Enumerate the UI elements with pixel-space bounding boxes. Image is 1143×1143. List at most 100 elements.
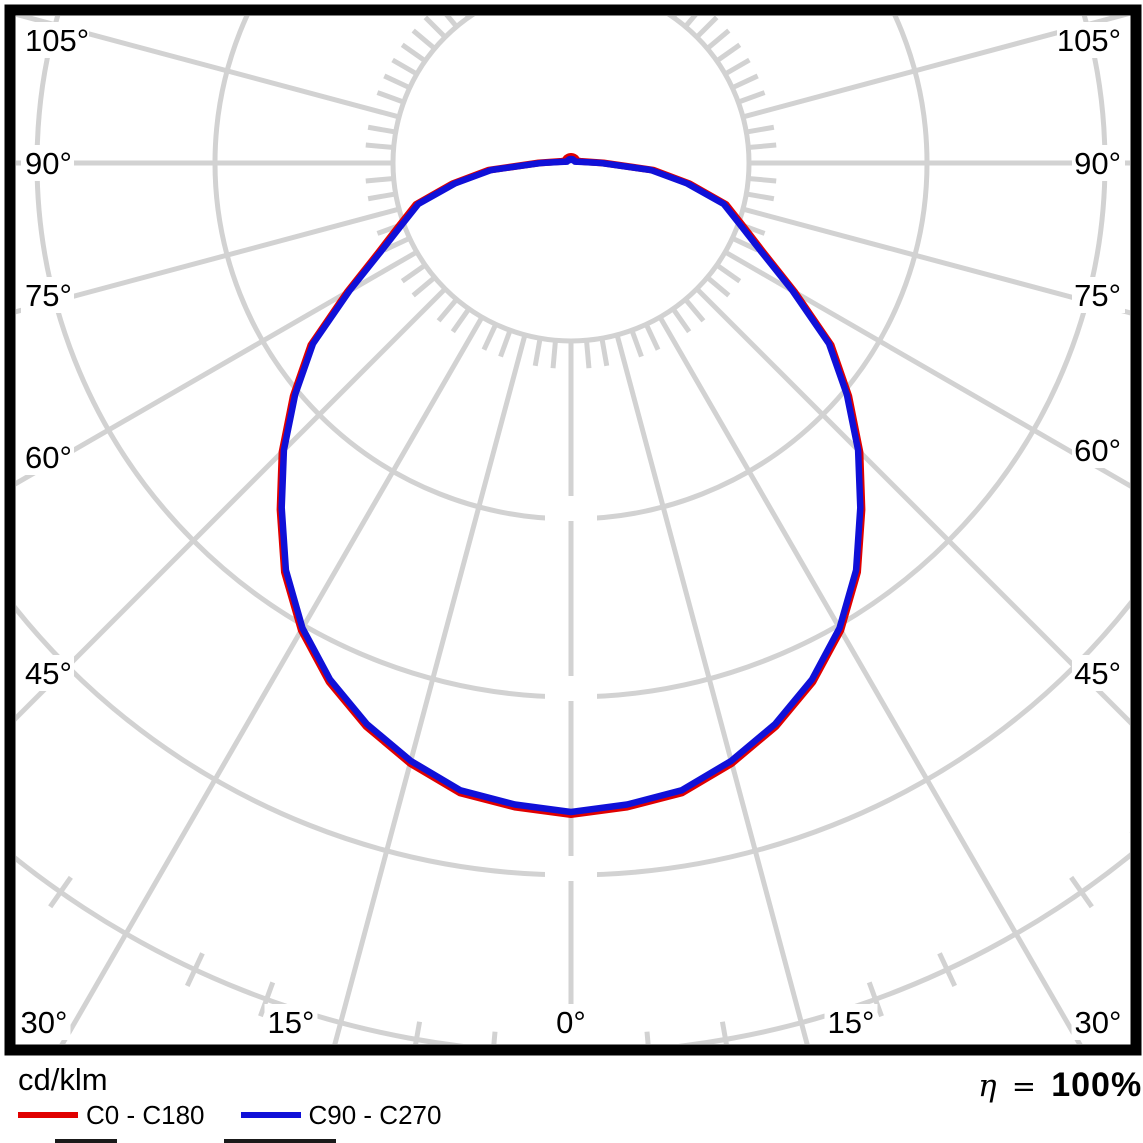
grid-spoke — [16, 16, 400, 120]
angle-tick — [367, 124, 397, 135]
label-backing — [1072, 277, 1125, 313]
angle-label: 105° — [1057, 23, 1121, 58]
angle-tick — [731, 235, 759, 253]
ring-axis-gap — [545, 866, 597, 884]
angle-tick — [715, 42, 742, 63]
angle-tick — [391, 57, 419, 77]
label-backing — [21, 145, 74, 181]
angle-tick — [491, 1031, 498, 1044]
angle-label: 60° — [1074, 433, 1121, 468]
label-backing — [21, 22, 89, 58]
label-backing — [1057, 22, 1125, 58]
angle-tick — [258, 981, 276, 1018]
grid-spoke — [723, 249, 1130, 489]
legend-label-c90-c270: C90 - C270 — [308, 1099, 442, 1130]
cutoff-text-fragment-right — [224, 1139, 336, 1143]
angle-tick — [400, 42, 427, 63]
angle-tick — [705, 28, 731, 51]
eta-equals: = — [1011, 1069, 1037, 1103]
angle-label: 90° — [25, 146, 72, 181]
angle-tick — [532, 337, 543, 367]
angle-tick — [184, 952, 205, 987]
cutoff-text-fragment-left — [55, 1139, 117, 1143]
angle-tick — [365, 176, 394, 184]
grid-spoke — [614, 334, 810, 1044]
angle-tick — [584, 340, 592, 369]
angle-tick — [646, 0, 658, 2]
angle-tick — [413, 1021, 423, 1044]
angle-tick — [644, 1031, 651, 1044]
angle-label: 45° — [25, 656, 72, 691]
angle-label: 75° — [25, 278, 72, 313]
angle-label: 90° — [1074, 146, 1121, 181]
angle-tick — [383, 73, 411, 91]
label-backing — [21, 439, 74, 475]
label-backing — [1072, 655, 1125, 691]
label-backing — [17, 1004, 71, 1040]
label-backing — [21, 277, 74, 313]
eta-value: 100% — [1051, 1066, 1143, 1104]
grid-spoke — [59, 315, 485, 1044]
label-backing — [824, 1004, 878, 1040]
angle-tick — [450, 307, 471, 334]
angle-tick — [48, 875, 73, 909]
angle-tick — [695, 16, 719, 39]
angle-label: 30° — [1075, 1005, 1122, 1040]
legend-swatch-c0-c180 — [18, 1112, 78, 1118]
angle-tick — [715, 263, 742, 284]
legend-label-c0-c180: C0 - C180 — [86, 1099, 205, 1130]
grid-spoke — [332, 334, 528, 1044]
angle-label: 0° — [556, 1005, 586, 1040]
grid-ring — [390, 16, 752, 344]
angle-tick — [1069, 875, 1094, 909]
angle-tick — [723, 57, 751, 77]
angle-tick — [629, 329, 644, 358]
label-backing — [21, 655, 74, 691]
ring-axis-gap — [545, 688, 597, 706]
angle-tick — [748, 142, 777, 150]
angle-tick — [737, 90, 766, 105]
angle-tick — [365, 142, 394, 150]
angle-tick — [498, 329, 513, 358]
angle-tick — [400, 263, 427, 284]
angle-tick — [367, 191, 397, 202]
legend-swatch-c90-c270 — [240, 1112, 301, 1118]
angle-tick — [745, 191, 775, 202]
angle-label: 105° — [25, 23, 89, 58]
unit-label: cd/klm — [18, 1062, 108, 1097]
angle-label: 30° — [21, 1005, 68, 1040]
grid-spoke — [16, 249, 419, 487]
angle-tick — [748, 176, 777, 184]
angle-tick — [383, 235, 411, 253]
eta-readout: η = 100% — [978, 1066, 1142, 1105]
grid-spoke — [742, 16, 1130, 120]
angle-label: 15° — [828, 1005, 875, 1040]
grid-spoke — [16, 206, 400, 315]
angle-tick — [376, 90, 405, 105]
label-backing — [1071, 1004, 1125, 1040]
angle-label: 15° — [268, 1005, 315, 1040]
label-backing — [264, 1004, 318, 1040]
curve-c90-c270 — [278, 155, 864, 816]
angle-tick — [436, 297, 459, 323]
legend: C0 - C180 C90 - C270 — [18, 1100, 477, 1130]
angle-tick — [423, 16, 447, 39]
angle-tick — [481, 323, 499, 351]
angle-tick — [683, 16, 698, 29]
angle-tick — [411, 275, 437, 298]
grid-spoke — [657, 315, 1083, 1044]
grid-spoke — [695, 287, 1130, 726]
grid-spoke — [742, 206, 1130, 316]
angle-tick — [643, 323, 661, 351]
plot-border — [4, 4, 1142, 1056]
label-backing — [1072, 432, 1125, 468]
angle-tick — [484, 0, 496, 2]
angle-tick — [683, 297, 706, 323]
angle-tick — [745, 124, 775, 135]
angle-tick — [731, 73, 759, 91]
angle-tick — [937, 952, 958, 987]
eta-symbol: η — [978, 1068, 997, 1104]
label-backing — [552, 1004, 590, 1040]
